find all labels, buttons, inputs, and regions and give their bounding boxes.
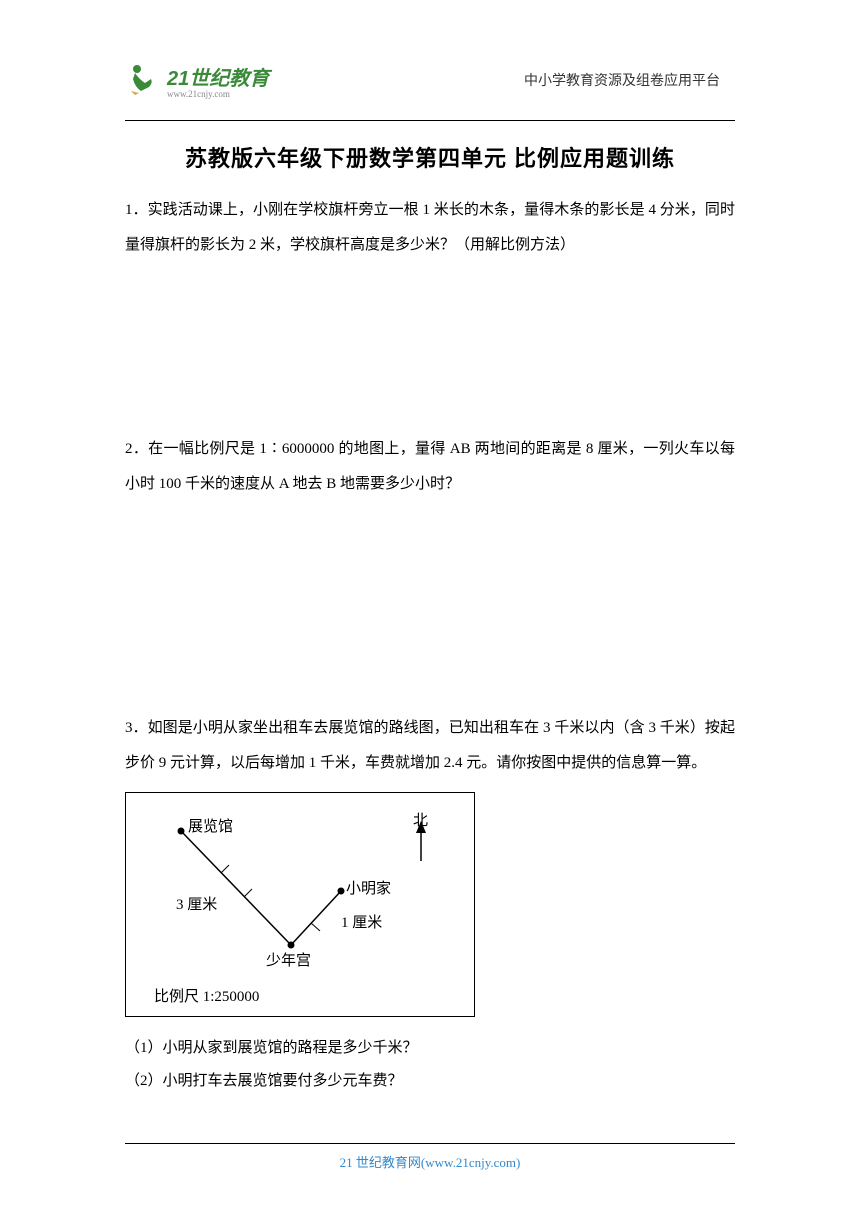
logo-sub: www.21cnjy.com xyxy=(167,89,269,99)
logo-icon xyxy=(125,61,163,99)
label-exhibition: 展览馆 xyxy=(188,815,233,836)
label-youth-palace: 少年宫 xyxy=(266,949,311,970)
top-divider xyxy=(125,120,735,121)
page-footer: 21 世纪教育网(www.21cnjy.com) xyxy=(125,1143,735,1171)
sub-questions: （1）小明从家到展览馆的路程是多少千米？ （2）小明打车去展览馆要付多少元车费？ xyxy=(125,1032,735,1098)
logo-text: 21世纪教育 xyxy=(167,68,269,90)
question-3: 3．如图是小明从家坐出租车去展览馆的路线图，已知出租车在 3 千米以内（含 3 … xyxy=(125,711,735,780)
label-dist2: 1 厘米 xyxy=(341,911,382,932)
header-right-text: 中小学教育资源及组卷应用平台 xyxy=(524,70,720,90)
logo: 21世纪教育 www.21cnjy.com xyxy=(125,61,269,99)
route-diagram: 展览馆 北 小明家 少年宫 3 厘米 1 厘米 比例尺 1:250000 xyxy=(125,792,475,1017)
question-2: 2．在一幅比例尺是 1∶6000000 的地图上，量得 AB 两地间的距离是 8… xyxy=(125,432,735,501)
page-title: 苏教版六年级下册数学第四单元 比例应用题训练 xyxy=(125,141,735,173)
label-north: 北 xyxy=(413,809,428,830)
footer-text: 21 世纪教育网(www.21cnjy.com) xyxy=(125,1152,735,1171)
content-area: 苏教版六年级下册数学第四单元 比例应用题训练 1．实践活动课上，小刚在学校旗杆旁… xyxy=(125,120,735,1098)
label-home: 小明家 xyxy=(346,877,391,898)
question-3-sub-1: （1）小明从家到展览馆的路程是多少千米？ xyxy=(125,1032,735,1065)
question-3-sub-2: （2）小明打车去展览馆要付多少元车费？ xyxy=(125,1065,735,1098)
question-1: 1．实践活动课上，小刚在学校旗杆旁立一根 1 米长的木条，量得木条的影长是 4 … xyxy=(125,193,735,262)
label-scale: 比例尺 1:250000 xyxy=(154,985,259,1006)
page-header: 21世纪教育 www.21cnjy.com 中小学教育资源及组卷应用平台 xyxy=(0,50,860,110)
footer-divider xyxy=(125,1143,735,1144)
label-dist1: 3 厘米 xyxy=(176,893,217,914)
